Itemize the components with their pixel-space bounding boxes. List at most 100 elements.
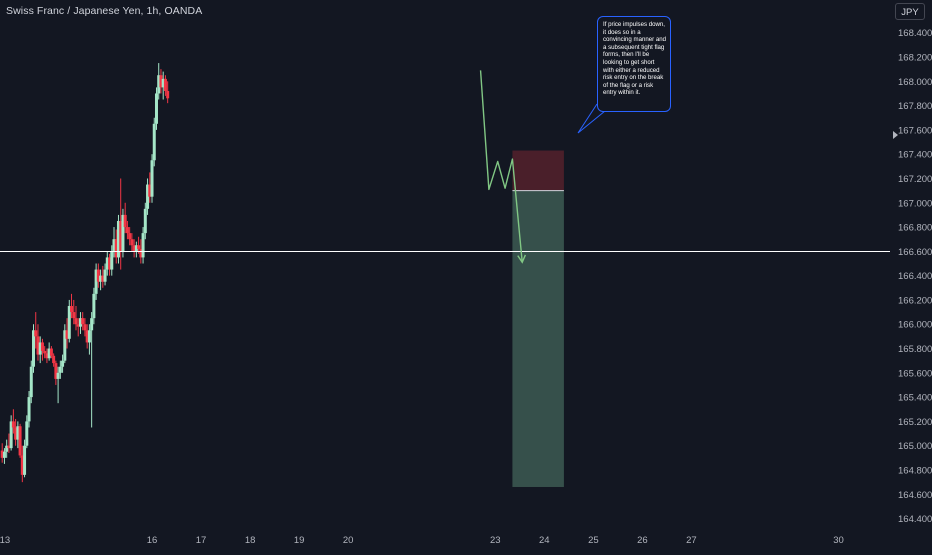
candle (108, 253, 112, 276)
candle-body (166, 91, 170, 99)
candle-body (150, 160, 154, 197)
candle-body (34, 330, 38, 337)
candle (123, 202, 127, 234)
candle (146, 178, 150, 215)
candle (110, 245, 114, 276)
price-tick-label: 164.800 (898, 465, 932, 476)
price-tick-label: 165.400 (898, 393, 932, 404)
candle (125, 220, 129, 240)
candle-body (11, 421, 15, 428)
candle (116, 214, 120, 264)
price-tick-label: 164.600 (898, 490, 932, 501)
callout-tail (577, 103, 606, 134)
callout-pointer (577, 103, 606, 134)
candle (83, 318, 87, 337)
candle (159, 69, 163, 94)
price-tick-label: 165.800 (898, 344, 932, 355)
candle-body (52, 355, 56, 364)
candle (128, 227, 132, 246)
candle (72, 299, 76, 325)
projected-path (479, 70, 527, 264)
candle (137, 236, 141, 254)
candle (5, 439, 9, 458)
projected-path-line[interactable] (479, 70, 523, 263)
candle-body (63, 330, 67, 361)
profit-target-zone[interactable] (512, 190, 564, 487)
candle-body (94, 269, 98, 294)
candle-body (119, 220, 123, 252)
price-tick-label: 167.400 (898, 150, 932, 161)
candle (92, 287, 96, 325)
candles (0, 63, 170, 483)
candle (38, 336, 42, 364)
candle-body (125, 227, 129, 234)
price-tick-label: 168.400 (898, 28, 932, 39)
candle (70, 293, 74, 319)
candle (78, 312, 82, 334)
candle (87, 324, 91, 355)
candle-body (76, 324, 80, 327)
price-axis: 164.400 164.600 164.800 165.000 165.200 165.4… (898, 28, 932, 525)
candle (9, 415, 13, 451)
candle-body (110, 251, 114, 270)
candle (29, 360, 33, 404)
candle-body (96, 269, 100, 282)
candle (40, 338, 44, 361)
candle (56, 366, 60, 404)
time-tick-label: 13 (0, 535, 10, 546)
candle-body (49, 348, 53, 356)
candle (163, 75, 167, 96)
price-tick-label: 167.000 (898, 198, 932, 209)
candle (47, 342, 51, 361)
candle-body (25, 421, 29, 446)
candle-body (116, 220, 120, 258)
price-tick-label: 166.600 (898, 247, 932, 258)
candle-body (14, 427, 18, 440)
candle (148, 172, 152, 203)
annotation-callout[interactable]: If price impulses down, it does so in a … (597, 16, 671, 112)
candle (49, 346, 53, 359)
candle-body (163, 78, 167, 92)
candle-body (103, 269, 107, 282)
candle (14, 418, 18, 446)
candle (45, 348, 49, 364)
time-tick-label: 16 (147, 535, 158, 546)
candle (34, 312, 38, 349)
candle-body (128, 233, 132, 240)
candle-body (137, 245, 141, 249)
candle (152, 117, 156, 167)
candle-body (123, 214, 127, 228)
price-tick-label: 167.600 (898, 125, 932, 136)
candle-body (74, 318, 78, 325)
time-tick-label: 19 (294, 535, 305, 546)
candle (58, 360, 62, 379)
candle-body (154, 93, 158, 124)
time-tick-label: 17 (196, 535, 207, 546)
axis-marker-icon (893, 131, 898, 139)
candle-body (36, 336, 40, 355)
candle (114, 229, 118, 264)
candle-body (38, 342, 42, 355)
price-tick-label: 164.400 (898, 514, 932, 525)
candle (67, 299, 71, 343)
price-tick-label: 165.200 (898, 417, 932, 428)
candle (81, 312, 85, 331)
candle-body (56, 372, 60, 379)
time-tick-label: 27 (686, 535, 697, 546)
candle (43, 346, 47, 359)
symbol-title: Swiss Franc / Japanese Yen, 1h, OANDA (6, 5, 203, 17)
candle (101, 265, 105, 288)
time-tick-label: 26 (637, 535, 648, 546)
currency-button[interactable]: JPY (895, 3, 925, 20)
candle-body (83, 324, 87, 331)
candle (23, 439, 27, 478)
candle-body (5, 445, 9, 452)
price-tick-label: 168.200 (898, 53, 932, 64)
candle-body (2, 451, 6, 458)
stop-loss-zone[interactable] (512, 150, 564, 191)
candle (119, 178, 123, 270)
candle-body (161, 78, 165, 88)
candle-body (70, 306, 74, 313)
